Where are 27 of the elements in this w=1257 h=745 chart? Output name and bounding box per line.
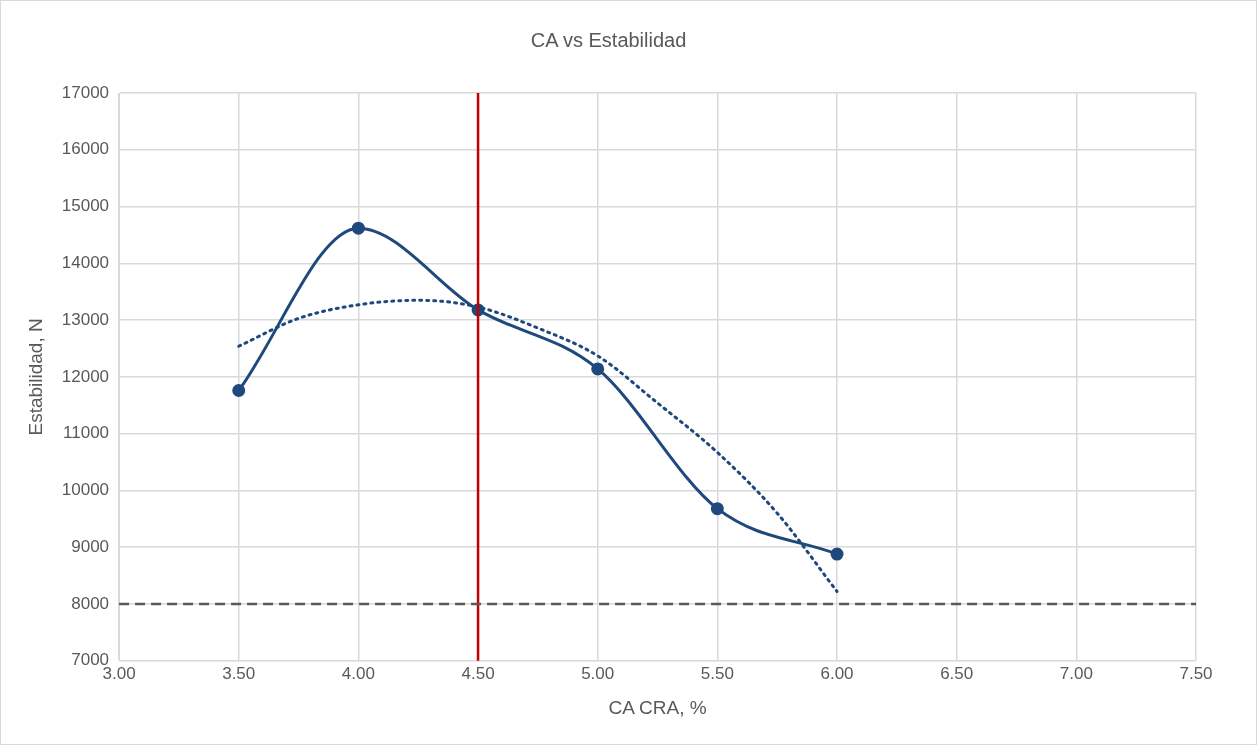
y-tick-label: 17000 — [61, 82, 110, 102]
y-tick-label: 15000 — [61, 196, 110, 216]
y-tick-label: 11000 — [63, 423, 110, 443]
y-axis-title: Estabilidad, N — [24, 318, 46, 436]
x-tick-label: 4.00 — [341, 663, 375, 683]
y-tick-label: 12000 — [61, 366, 110, 386]
point — [830, 547, 844, 561]
y-tick-label: 8000 — [71, 593, 110, 613]
x-tick-label: 7.50 — [1179, 663, 1213, 683]
x-tick-label: 5.00 — [581, 663, 615, 683]
point — [710, 502, 724, 516]
point — [232, 384, 246, 398]
chart-title: CA vs Estabilidad — [530, 28, 687, 51]
y-tick-label: 10000 — [61, 480, 110, 500]
x-tick-label: 6.50 — [940, 663, 974, 683]
y-tick-label: 16000 — [61, 139, 110, 159]
point — [591, 362, 605, 376]
x-axis-title: CA CRA, % — [608, 696, 707, 718]
x-tick-label: 7.00 — [1059, 663, 1093, 683]
y-tick-label: 14000 — [61, 253, 110, 273]
x-tick-label: 5.50 — [700, 663, 734, 683]
point — [351, 221, 365, 235]
y-tick-label: 13000 — [61, 309, 110, 329]
x-tick-label: 6.00 — [820, 663, 854, 683]
y-tick-label: 9000 — [71, 536, 110, 556]
x-tick-label: 4.50 — [461, 663, 495, 683]
x-tick-label: 3.50 — [222, 663, 256, 683]
